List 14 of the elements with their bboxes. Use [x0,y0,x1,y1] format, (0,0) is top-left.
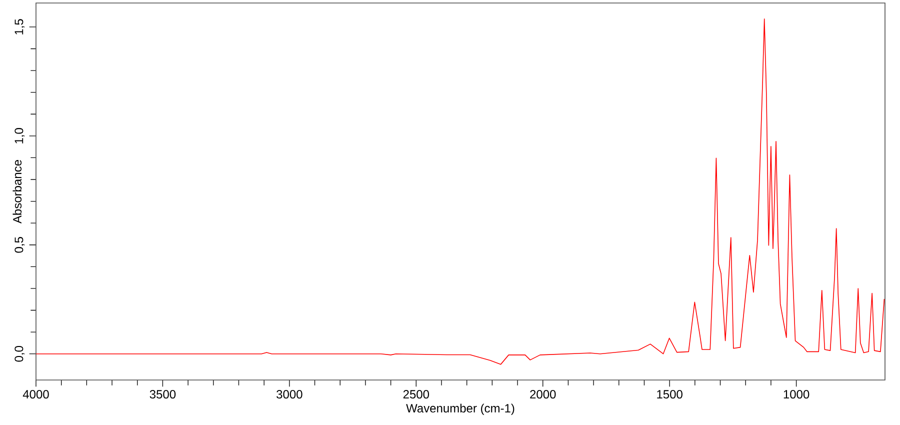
x-tick-label: 4000 [22,390,49,399]
y-axis-title: Absorbance [12,160,22,224]
x-tick-label: 1000 [784,390,810,399]
y-tick-label: 0,0 [14,346,25,362]
x-tick-label: 2500 [403,390,430,399]
line-series [36,18,885,365]
x-tick-label: 3000 [276,390,302,399]
y-tick-label: 0,5 [14,237,25,253]
y-tick-label: 1,5 [14,19,25,34]
x-tick-label: 3500 [150,390,176,399]
x-axis-title: Wavenumber (cm-1) [406,404,514,415]
y-tick-label: 1,0 [14,128,25,144]
x-tick-label: 2000 [530,390,556,399]
x-tick-label: 1500 [657,390,682,399]
